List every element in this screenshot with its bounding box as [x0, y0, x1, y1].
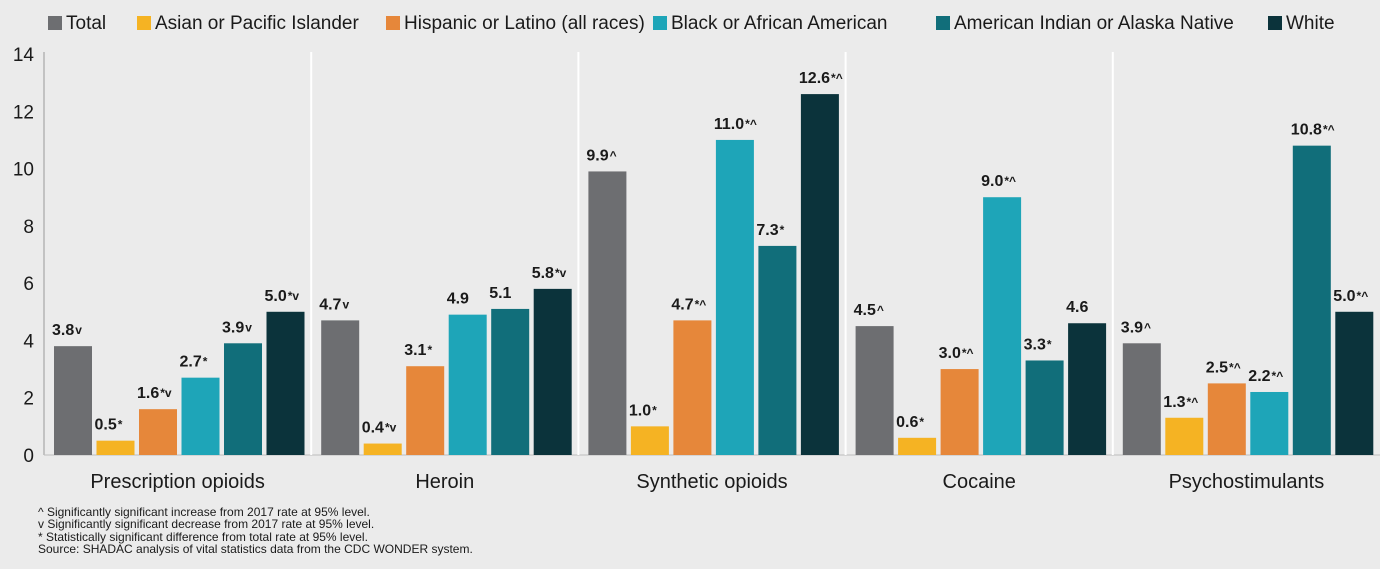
data-label-2-5: 5.1 — [489, 285, 511, 302]
bar-1-6 — [266, 311, 305, 455]
legend-swatch-3 — [386, 16, 400, 30]
data-label-4-3: 3.0*^ — [939, 345, 974, 362]
bar-4-5 — [1025, 360, 1064, 455]
data-label-1-1: 3.8v — [52, 322, 82, 339]
bar-5-4 — [1250, 391, 1289, 455]
data-label-5-5: 10.8*^ — [1291, 122, 1335, 139]
bar-3-5 — [758, 245, 797, 455]
y-tick-label-6: 10 — [13, 160, 34, 181]
legend-swatch-2 — [137, 16, 151, 30]
bar-4-2 — [898, 437, 937, 455]
bar-1-2 — [96, 440, 135, 455]
bar-5-5 — [1292, 145, 1331, 455]
data-label-3-1: 9.9^ — [586, 147, 616, 164]
data-label-2-2: 0.4*v — [362, 420, 397, 437]
x-category-label-1: Prescription opioids — [90, 471, 265, 493]
data-label-5-4: 2.2*^ — [1248, 368, 1283, 385]
data-label-3-6: 12.6*^ — [799, 70, 843, 87]
x-category-label-2: Heroin — [415, 471, 474, 493]
bar-1-3 — [139, 409, 177, 455]
bar-4-6 — [1068, 323, 1107, 455]
legend-label-1: Total — [66, 13, 106, 34]
y-tick-label-5: 8 — [23, 217, 34, 238]
data-label-2-6: 5.8*v — [532, 265, 567, 282]
bar-3-3 — [673, 320, 712, 455]
y-tick-label-2: 2 — [23, 389, 34, 410]
data-label-3-3: 4.7*^ — [671, 296, 706, 313]
x-category-label-4: Cocaine — [943, 471, 1016, 493]
bar-1-5 — [224, 343, 262, 455]
bar-2-3 — [406, 366, 445, 455]
legend-swatch-4 — [653, 16, 667, 30]
bar-2-5 — [491, 308, 530, 455]
data-label-4-5: 3.3* — [1024, 336, 1052, 353]
y-tick-label-3: 4 — [23, 331, 34, 352]
data-label-2-4: 4.9 — [447, 291, 469, 308]
bar-5-1 — [1122, 343, 1161, 455]
data-label-5-2: 1.3*^ — [1163, 394, 1198, 411]
data-label-3-5: 7.3* — [756, 222, 784, 239]
data-label-1-3: 1.6*v — [137, 385, 172, 402]
bar-5-6 — [1335, 311, 1374, 455]
footnote-increase: ^ Significantly significant increase fro… — [38, 505, 370, 519]
data-label-5-3: 2.5*^ — [1206, 359, 1241, 376]
bar-3-2 — [630, 426, 669, 455]
data-label-1-5: 3.9v — [222, 319, 252, 336]
x-category-label-3: Synthetic opioids — [636, 471, 787, 493]
bar-1-4 — [181, 377, 220, 455]
legend-swatch-1 — [48, 16, 62, 30]
y-tick-label-1: 0 — [23, 446, 34, 467]
y-tick-label-4: 6 — [23, 274, 34, 295]
legend-label-6: White — [1286, 13, 1335, 34]
data-label-3-4: 11.0*^ — [714, 116, 757, 133]
footnotes: ^ Significantly significant increase fro… — [38, 506, 473, 556]
bar-chart: Total Asian or Pacific Islander Hispanic o… — [13, 13, 1380, 493]
bar-2-6 — [533, 288, 572, 455]
data-label-4-2: 0.6* — [896, 414, 924, 431]
legend-swatch-5 — [936, 16, 950, 30]
bar-2-2 — [363, 443, 402, 455]
data-label-3-2: 1.0* — [629, 402, 657, 419]
footnote-total-difference: * Statistically significant difference f… — [38, 529, 368, 544]
x-category-label-5: Psychostimulants — [1169, 471, 1325, 493]
data-label-1-2: 0.5* — [95, 417, 123, 434]
data-label-2-3: 3.1* — [404, 342, 432, 359]
bar-3-6 — [800, 94, 839, 455]
data-label-1-6: 5.0*v — [265, 288, 300, 305]
bar-4-3 — [940, 369, 979, 455]
footnote-decrease: v Significantly significant decrease fro… — [38, 517, 375, 532]
data-label-5-1: 3.9^ — [1121, 319, 1151, 336]
data-label-5-6: 5.0*^ — [1333, 288, 1368, 305]
bar-2-4 — [448, 314, 487, 455]
bar-5-2 — [1165, 417, 1204, 455]
bar-3-4 — [715, 139, 754, 455]
legend-label-4: Black or African American — [671, 13, 887, 34]
legend-label-3: Hispanic or Latino (all races) — [404, 13, 645, 34]
bar-2-1 — [321, 320, 360, 455]
legend-swatch-6 — [1268, 16, 1282, 30]
legend-label-2: Asian or Pacific Islander — [155, 13, 359, 34]
data-label-2-1: 4.7v — [319, 296, 349, 313]
data-label-4-6: 4.6 — [1066, 299, 1088, 316]
bar-3-1 — [588, 171, 627, 455]
data-label-4-1: 4.5^ — [854, 302, 884, 319]
legend-label-5: American Indian or Alaska Native — [954, 13, 1234, 34]
y-tick-label-8: 14 — [13, 45, 35, 66]
bar-1-1 — [54, 346, 92, 455]
footnote-source: Source: SHADAC analysis of vital statist… — [38, 542, 473, 557]
data-label-1-4: 2.7* — [180, 354, 208, 371]
bar-4-1 — [855, 326, 894, 455]
y-tick-label-7: 12 — [13, 102, 34, 123]
bar-4-4 — [983, 197, 1022, 455]
bar-5-3 — [1207, 383, 1246, 455]
data-label-4-4: 9.0*^ — [981, 173, 1016, 190]
